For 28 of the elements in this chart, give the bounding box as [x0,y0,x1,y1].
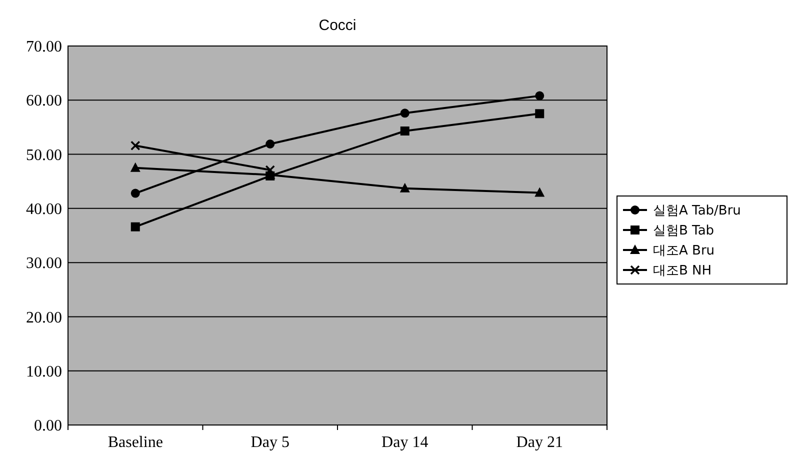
point [130,140,140,151]
point [400,182,410,192]
x-tick-label: Day 5 [250,434,290,451]
point [130,162,140,172]
y-tick-label: 30.00 [26,255,62,272]
point [266,140,275,148]
y-tick-label: 60.00 [26,92,62,110]
x-tick-label: Day 21 [516,434,563,451]
legend-label: 실험B Tab [653,224,714,239]
point [400,108,410,118]
y-tick-label: 50.00 [26,146,62,164]
x-tick-label: Day 14 [382,434,428,451]
y-tick-label: 10.00 [26,363,62,380]
point [534,187,545,197]
point [535,109,544,118]
y-tick-label: 0.00 [34,418,62,435]
y-tick-label: 70.00 [26,38,62,56]
chart-title: Cocci [318,17,356,34]
point [535,91,544,100]
x-tick-label: Baseline [108,434,163,451]
point [130,188,140,198]
point [400,126,410,136]
point [130,222,140,232]
legend-label: 실험A Tab/Bru [653,204,741,219]
y-tick-label: 40.00 [26,201,62,218]
legend-label: 대조A Bru [653,244,715,259]
legend-label: 대조B NH [653,264,712,279]
y-tick-label: 20.00 [26,309,62,326]
